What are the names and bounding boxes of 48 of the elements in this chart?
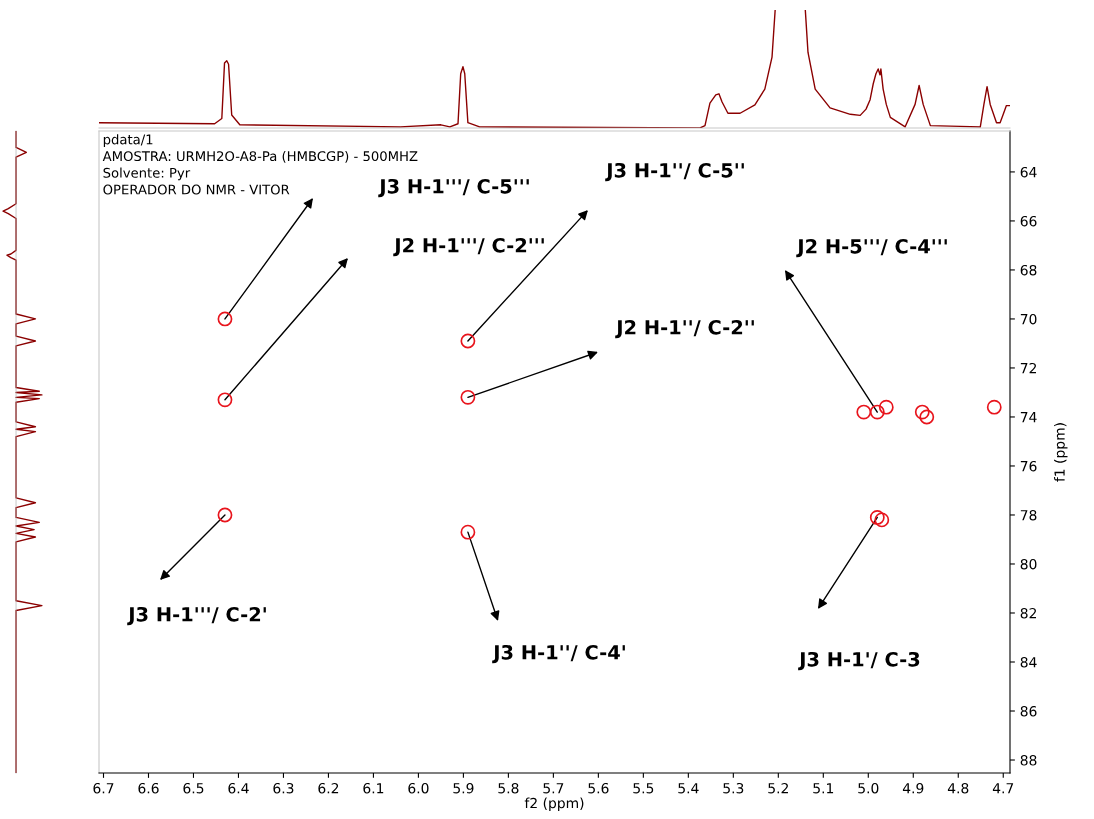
x-tick-label: 5.5: [633, 783, 654, 794]
y-tick-label: 76: [1020, 460, 1037, 472]
x-tick-label: 6.5: [183, 782, 204, 794]
x-tick-label: 5.6: [588, 782, 609, 794]
x-tick-label: 6.2: [318, 782, 339, 794]
x-tick-label: 5.4: [678, 783, 699, 794]
x-tick-label: 5.0: [858, 782, 879, 794]
x-tick-label: 5.3: [723, 782, 744, 794]
x-tick-label: 4.9: [902, 782, 924, 794]
annotation: J2 H-1''/ C-2'': [615, 319, 754, 339]
y-tick-label: 72: [1020, 362, 1036, 374]
annotation: AMOSTRA: URMH2O-A8-Pa (HMBCGP) - 500MHZ: [102, 150, 418, 163]
annotation: pdata/1: [103, 134, 153, 147]
y-axis-title: f1 (ppm): [1054, 423, 1068, 482]
y-tick-label: 78: [1020, 509, 1037, 521]
x-tick-label: 6.7: [93, 782, 114, 794]
y-tick-label: 84: [1020, 656, 1037, 668]
x-tick-label: 5.7: [543, 783, 564, 794]
annotation: J2 H-1'''/ C-2''': [393, 237, 544, 257]
x-tick-label: 6.6: [138, 782, 159, 794]
x-tick-label: 4.8: [947, 782, 969, 794]
x-tick-label: 4.7: [992, 783, 1014, 794]
x-tick-label: 6.0: [408, 782, 429, 794]
annotation: J3 H-1'/ C-3: [798, 651, 920, 671]
x-tick-label: 5.9: [453, 782, 474, 794]
annotation: J3 H-1''/ C-5'': [605, 162, 744, 182]
y-tick-label: 86: [1020, 705, 1037, 717]
annotation: J3 H-1'''/ C-5''': [378, 178, 529, 198]
x-tick-label: 5.8: [498, 782, 519, 794]
annotation: J3 H-1'''/ C-2': [127, 606, 266, 626]
y-tick-label: 74: [1020, 412, 1037, 423]
annotation: J2 H-5'''/ C-4''': [796, 238, 947, 258]
y-tick-label: 88: [1020, 754, 1037, 766]
x-tick-label: 6.3: [273, 782, 294, 794]
annotation: OPERADOR DO NMR - VITOR: [103, 184, 290, 195]
x-tick-label: 5.1: [813, 783, 834, 794]
y-tick-label: 66: [1020, 215, 1037, 227]
annotation: Solvente: Pyr: [103, 167, 191, 181]
x-tick-label: 5.2: [768, 782, 788, 794]
x-tick-label: 6.4: [228, 782, 249, 794]
y-tick-label: 64: [1020, 166, 1037, 178]
y-tick-label: 70: [1020, 313, 1037, 325]
x-tick-label: 6.1: [363, 782, 384, 794]
y-tick-label: 80: [1020, 558, 1037, 570]
x-axis-title: f2 (ppm): [524, 797, 584, 811]
annotation: J3 H-1''/ C-4': [492, 644, 625, 664]
y-tick-label: 82: [1020, 607, 1036, 619]
y-tick-label: 68: [1020, 264, 1037, 276]
